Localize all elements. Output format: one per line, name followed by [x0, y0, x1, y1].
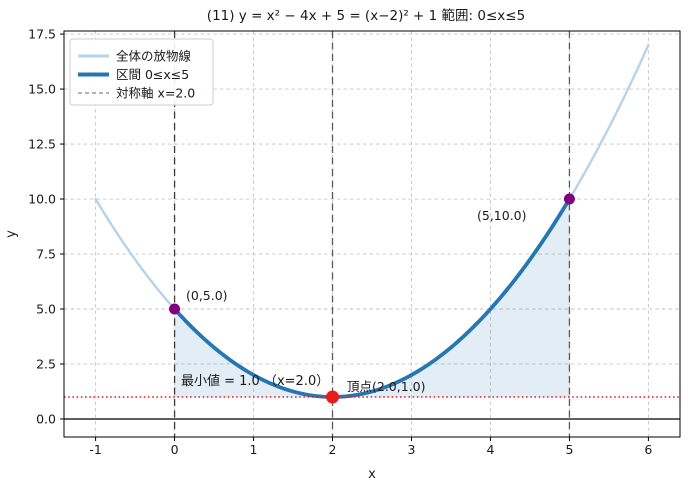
annotation-minimum: 最小値 = 1.0 （x=2.0） — [181, 373, 329, 389]
axes-frame — [63, 30, 681, 438]
legend-label: 対称軸 x=2.0 — [116, 86, 195, 101]
y-tick-label: 15.0 — [28, 81, 56, 96]
y-axis-label: y — [4, 230, 19, 238]
data-point — [326, 390, 340, 404]
x-tick-label: 5 — [565, 442, 573, 457]
x-tick-label: 0 — [171, 442, 179, 457]
y-tick-label: 7.5 — [36, 246, 56, 261]
legend-label: 区間 0≤x≤5 — [116, 67, 189, 82]
y-tick-label: 5.0 — [36, 301, 56, 316]
x-tick-label: 1 — [250, 442, 258, 457]
y-tick-label: 17.5 — [28, 26, 56, 41]
y-tick-label: 10.0 — [28, 191, 56, 206]
chart-title: (11) y = x² − 4x + 5 = (x−2)² + 1 範囲: 0≤… — [207, 8, 525, 24]
x-tick-label: 4 — [486, 442, 494, 457]
y-tick-label: 0.0 — [36, 411, 56, 426]
x-axis-label: x — [368, 467, 376, 482]
y-tick-label: 2.5 — [36, 356, 56, 371]
data-point — [563, 193, 575, 205]
point-label: (5,10.0) — [477, 208, 527, 223]
plot-area: (0,5.0) (5,10.0) 頂点(2.0,1.0) 最小値 = 1.0 （x=2… — [28, 26, 681, 457]
data-point — [169, 303, 181, 315]
tick-marks — [60, 33, 649, 441]
x-tick-label: 3 — [408, 442, 416, 457]
x-tick-label: 2 — [329, 442, 337, 457]
legend-label: 全体の放物線 — [116, 49, 192, 64]
point-label: (0,5.0) — [186, 288, 228, 303]
interval-curve — [172, 201, 569, 399]
region-fill — [174, 199, 570, 397]
point-label: 頂点(2.0,1.0) — [347, 379, 426, 394]
x-tick-label: -1 — [89, 442, 101, 457]
x-tick-label: 6 — [644, 442, 652, 457]
y-tick-label: 12.5 — [28, 136, 56, 151]
